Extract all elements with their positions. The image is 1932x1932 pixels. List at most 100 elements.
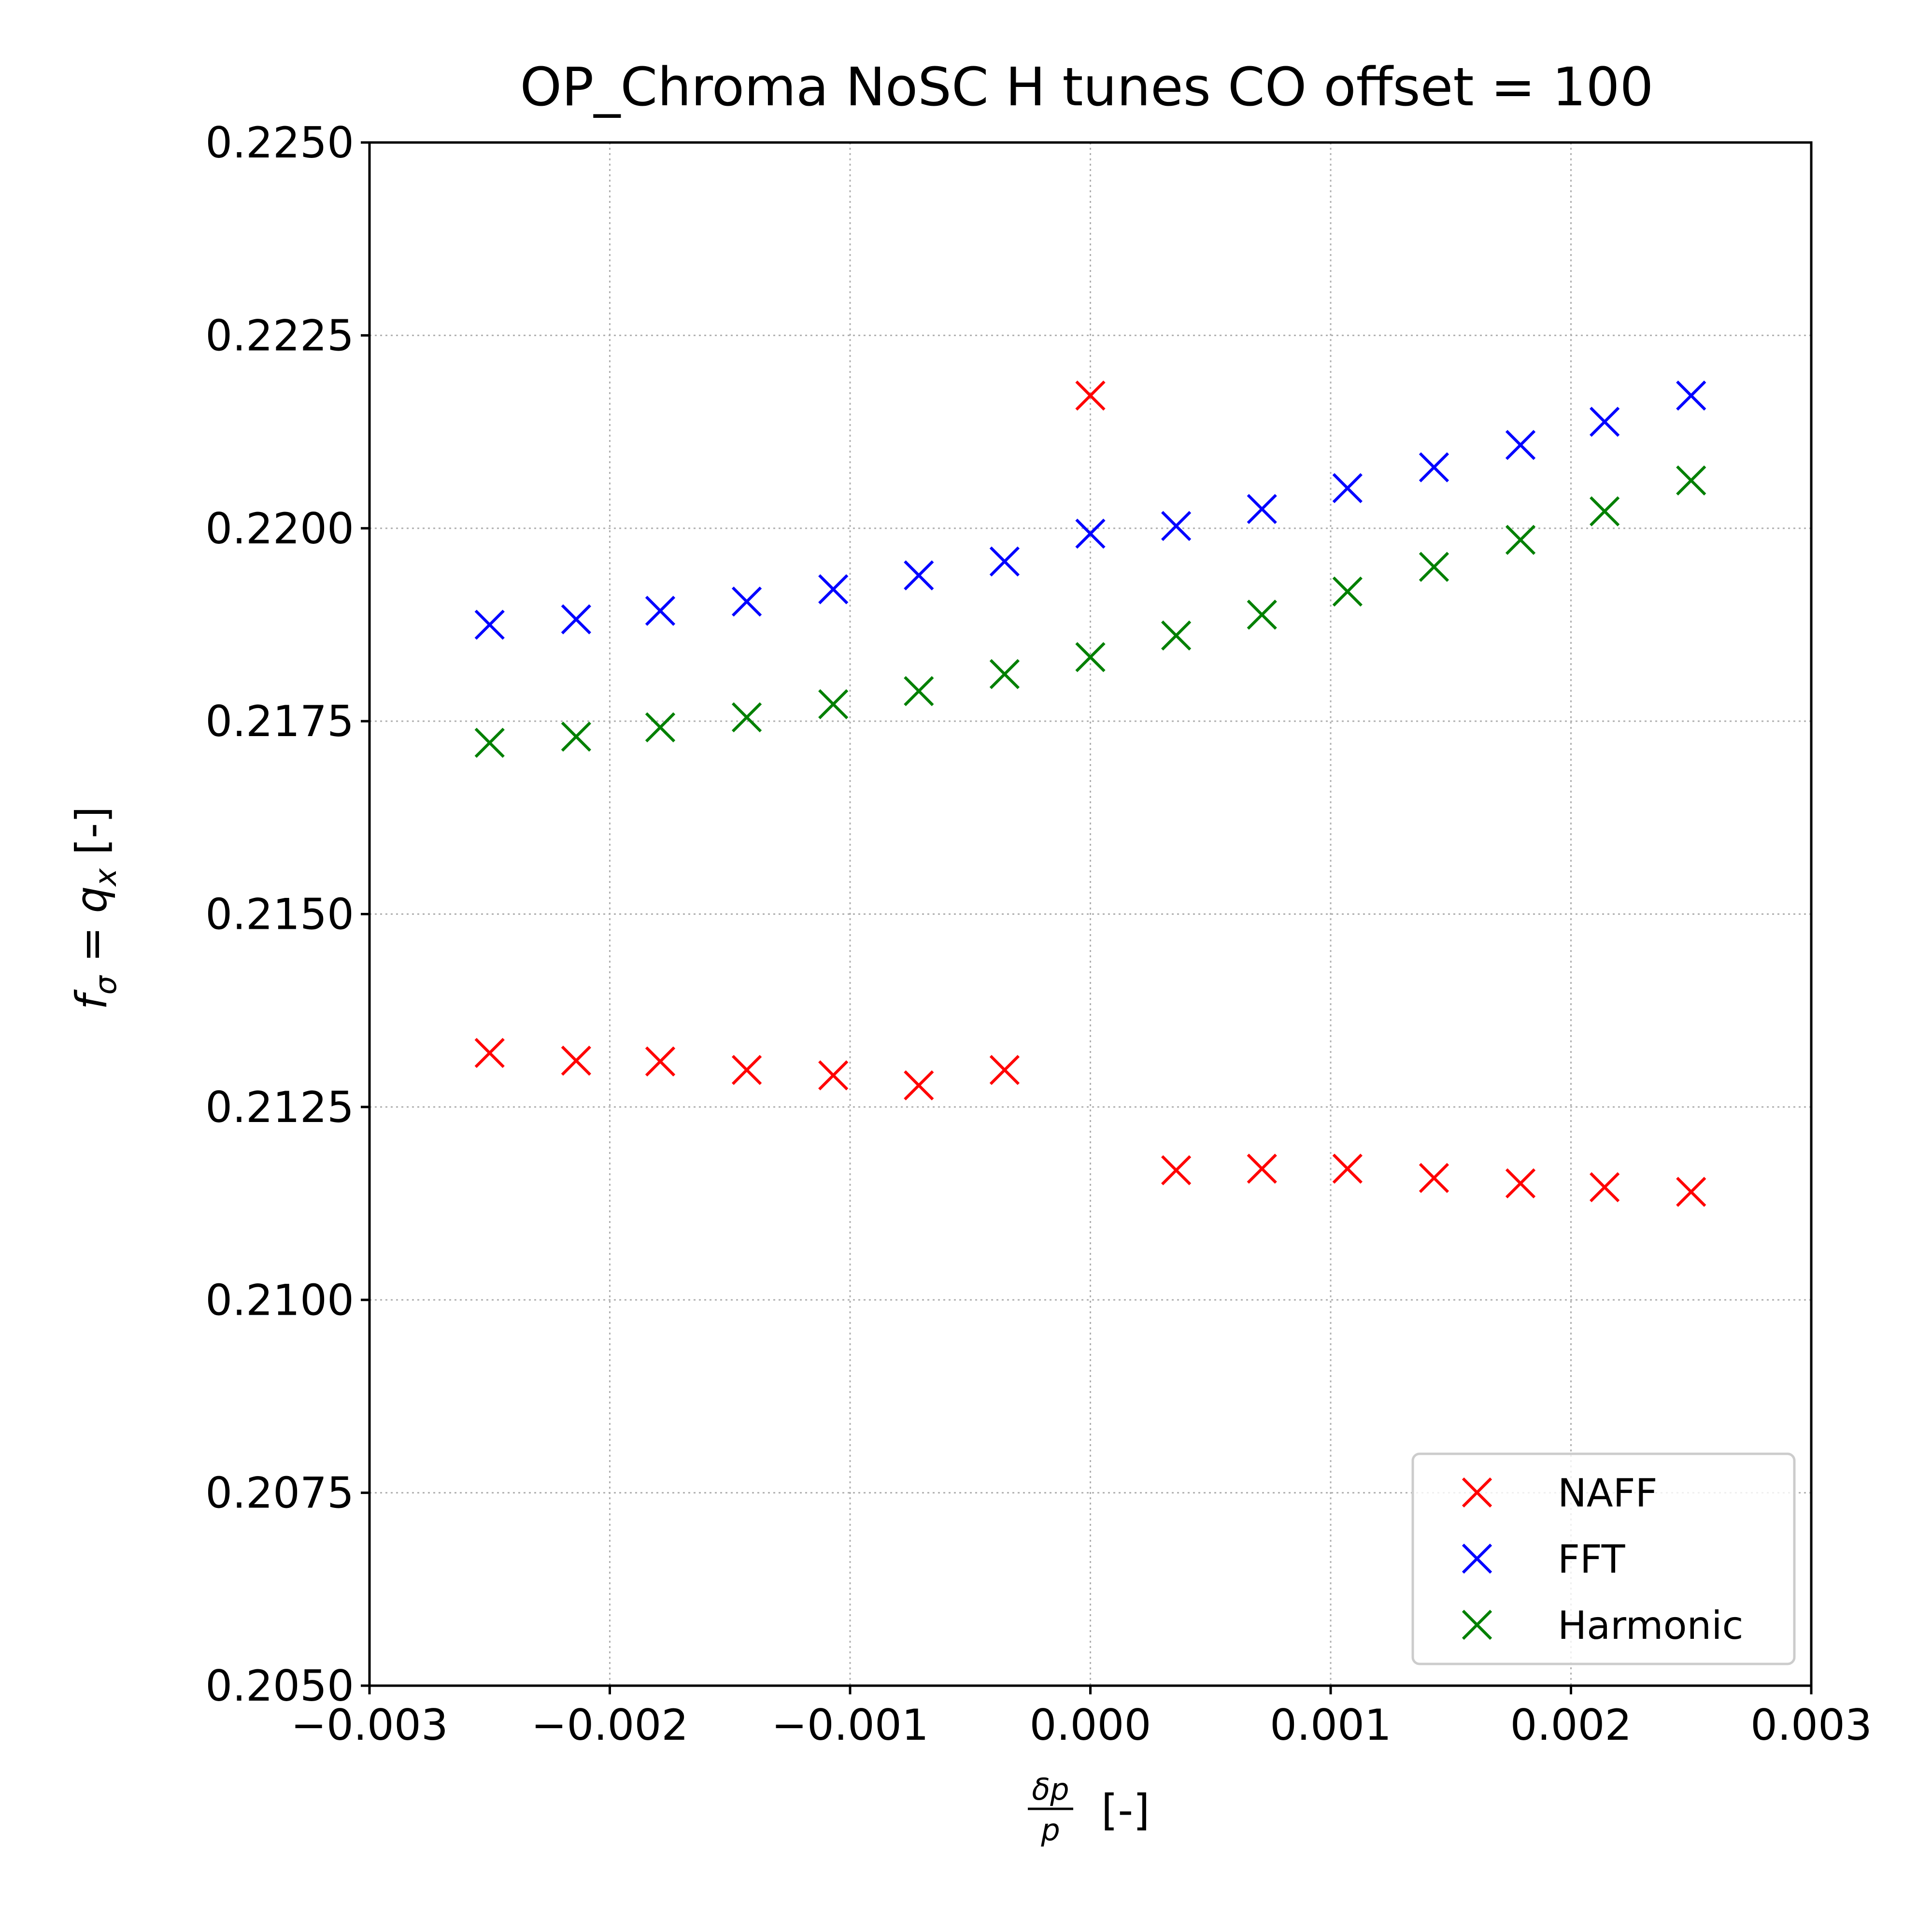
x-tick-label: 0.000 (1030, 1700, 1151, 1750)
grid (369, 142, 1811, 1686)
legend-entries: NAFF FFT Harmonic (1462, 1471, 1743, 1648)
point-naff-stroke-b (474, 1037, 505, 1068)
point-naff-stroke-b (904, 1070, 934, 1101)
point-naff (1505, 1168, 1536, 1199)
point-fft (1075, 518, 1106, 549)
point-harmonic (1419, 552, 1449, 582)
point-naff-stroke-b (1419, 1163, 1449, 1193)
point-fft-stroke-b (1247, 494, 1277, 524)
y-tick-label: 0.2125 (205, 1082, 354, 1132)
legend-marker-naff (1462, 1477, 1492, 1508)
point-harmonic-stroke-b (1161, 620, 1192, 651)
y-tick-label: 0.2225 (205, 311, 354, 360)
point-fft (1676, 380, 1706, 411)
point-naff-stroke-b (1590, 1172, 1620, 1203)
point-harmonic-stroke-b (1590, 496, 1620, 526)
point-fft (1505, 430, 1536, 460)
point-harmonic (1075, 642, 1106, 672)
point-harmonic-stroke-b (561, 721, 591, 752)
point-fft (1419, 452, 1449, 483)
point-naff-stroke-b (1505, 1168, 1536, 1199)
point-fft-stroke-b (1161, 511, 1192, 541)
point-naff (1247, 1153, 1277, 1184)
point-harmonic (1505, 525, 1536, 555)
y-tick-label: 0.2075 (205, 1468, 354, 1518)
point-naff-stroke-b (1075, 380, 1106, 411)
point-naff (904, 1070, 934, 1101)
ticks: −0.003 −0.002 −0.001 0.000 0.001 0.002 0.003 0.… (205, 118, 1872, 1750)
x-tick-label: 0.003 (1750, 1700, 1872, 1750)
y-tick-label: 0.2175 (205, 696, 354, 746)
point-naff (818, 1060, 849, 1091)
y-axis-label-sub-x: x (88, 868, 123, 887)
point-fft (904, 560, 934, 591)
series-fft (474, 380, 1706, 640)
point-fft-stroke-b (1419, 452, 1449, 483)
point-naff (1676, 1177, 1706, 1207)
point-harmonic (1676, 465, 1706, 496)
point-harmonic (645, 712, 676, 743)
point-harmonic-stroke-b (818, 689, 849, 720)
point-harmonic (474, 727, 505, 758)
point-harmonic (818, 689, 849, 720)
point-fft-stroke-b (474, 610, 505, 640)
x-axis-label-unit: [-] (1101, 1785, 1150, 1835)
point-naff (1419, 1163, 1449, 1193)
x-axis-label-denominator: p (1040, 1812, 1060, 1847)
point-fft (645, 596, 676, 626)
point-fft-stroke-b (1075, 518, 1106, 549)
point-fft-stroke-b (561, 604, 591, 635)
x-tick-label: −0.002 (531, 1700, 689, 1750)
point-harmonic (904, 676, 934, 706)
point-harmonic (1247, 599, 1277, 630)
point-fft-stroke-b (1505, 430, 1536, 460)
y-axis-label-sub-sigma: σ (88, 975, 123, 994)
point-harmonic (989, 659, 1020, 689)
legend-label-fft: FFT (1558, 1537, 1626, 1582)
point-naff (1590, 1172, 1620, 1203)
y-axis-label-q: q (67, 886, 116, 913)
data-points (474, 380, 1706, 1207)
point-harmonic-stroke-b (1075, 642, 1106, 672)
y-tick-label: 0.2200 (205, 504, 354, 554)
y-axis-label-unit: [-] (67, 807, 116, 868)
point-naff (645, 1046, 676, 1077)
point-harmonic-stroke-b (1332, 576, 1363, 607)
point-harmonic (1332, 576, 1363, 607)
point-harmonic-stroke-b (904, 676, 934, 706)
point-naff-stroke-b (731, 1055, 762, 1085)
point-fft (1332, 473, 1363, 503)
point-fft-stroke-b (904, 560, 934, 591)
point-harmonic (731, 702, 762, 733)
plot-area-frame (368, 141, 1813, 1687)
point-naff-stroke-b (1247, 1153, 1277, 1184)
point-fft (1247, 494, 1277, 524)
legend-label-harmonic: Harmonic (1558, 1603, 1743, 1648)
point-harmonic-stroke-b (1419, 552, 1449, 582)
point-harmonic-stroke-b (1505, 525, 1536, 555)
point-naff (989, 1055, 1020, 1085)
legend: NAFF FFT Harmonic (1411, 1452, 1796, 1665)
point-naff (1075, 380, 1106, 411)
point-harmonic-stroke-b (1676, 465, 1706, 496)
point-fft-stroke-b (1332, 473, 1363, 503)
point-harmonic (1161, 620, 1192, 651)
x-axis-label: δp p [-] (1028, 1772, 1150, 1847)
point-naff (1332, 1153, 1363, 1184)
legend-marker-fft (1462, 1543, 1492, 1574)
point-fft (1590, 407, 1620, 437)
point-harmonic-stroke-b (474, 727, 505, 758)
y-tick-label: 0.2150 (205, 890, 354, 939)
x-tick-label: 0.001 (1270, 1700, 1392, 1750)
point-harmonic-stroke-b (989, 659, 1020, 689)
legend-marker-harmonic (1462, 1609, 1492, 1640)
point-naff-stroke-b (561, 1045, 591, 1076)
point-fft (989, 546, 1020, 577)
point-fft-stroke-b (1590, 407, 1620, 437)
point-naff-stroke-b (1332, 1153, 1363, 1184)
series-harmonic (474, 465, 1706, 758)
point-harmonic-stroke-b (645, 712, 676, 743)
point-naff-stroke-b (818, 1060, 849, 1091)
point-fft (1161, 511, 1192, 541)
y-axis-label-equals: = (67, 913, 116, 976)
